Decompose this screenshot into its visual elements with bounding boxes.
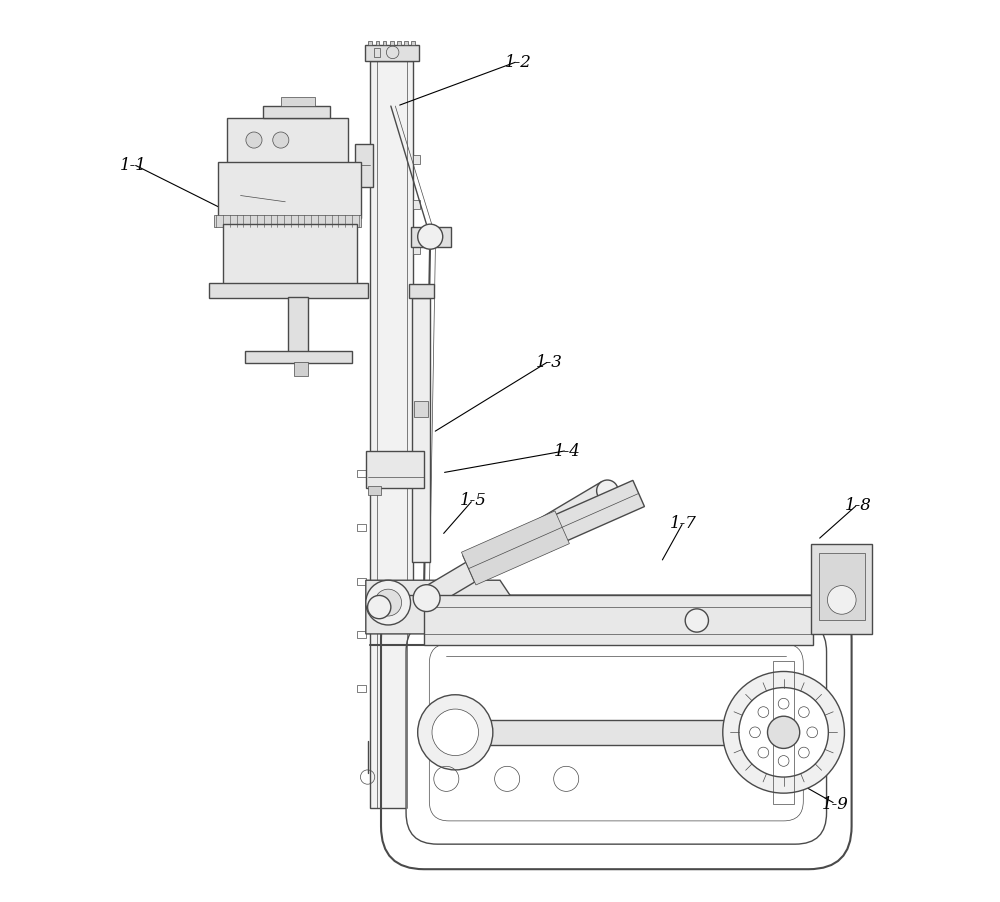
Polygon shape: [421, 482, 613, 608]
Polygon shape: [461, 511, 569, 585]
Bar: [357, 578, 366, 585]
Circle shape: [685, 609, 708, 632]
Text: 1-7: 1-7: [670, 514, 697, 531]
Bar: [209, 284, 368, 299]
Circle shape: [246, 133, 262, 149]
Bar: [357, 524, 366, 531]
Bar: [288, 298, 308, 353]
Bar: [365, 46, 419, 62]
Text: 1-6: 1-6: [563, 514, 589, 531]
Bar: [374, 49, 380, 58]
Bar: [383, 41, 386, 46]
FancyBboxPatch shape: [429, 644, 803, 821]
Bar: [366, 451, 424, 489]
FancyBboxPatch shape: [406, 621, 827, 844]
Text: 1-5: 1-5: [460, 492, 487, 509]
Bar: [390, 41, 394, 46]
Circle shape: [739, 688, 828, 778]
Bar: [449, 720, 784, 745]
Bar: [413, 156, 420, 165]
Bar: [357, 686, 366, 693]
Polygon shape: [366, 581, 518, 634]
Bar: [397, 41, 401, 46]
Circle shape: [366, 581, 411, 625]
Bar: [811, 545, 872, 634]
Circle shape: [432, 709, 479, 756]
Circle shape: [413, 585, 440, 612]
Circle shape: [597, 481, 618, 502]
Circle shape: [375, 590, 402, 616]
Bar: [370, 62, 413, 808]
Bar: [214, 216, 361, 227]
Bar: [368, 487, 381, 496]
Circle shape: [418, 695, 493, 770]
Bar: [409, 285, 434, 299]
Circle shape: [418, 225, 443, 250]
Bar: [355, 144, 373, 188]
Bar: [413, 201, 420, 209]
Bar: [263, 107, 330, 118]
Text: 1-4: 1-4: [554, 443, 581, 459]
Text: 1-2: 1-2: [504, 54, 531, 70]
Bar: [411, 41, 415, 46]
Bar: [368, 41, 372, 46]
Polygon shape: [463, 481, 644, 582]
Bar: [357, 631, 366, 639]
Bar: [424, 596, 813, 645]
Circle shape: [368, 596, 391, 619]
Bar: [223, 225, 357, 286]
Bar: [413, 245, 420, 254]
Text: 1-1: 1-1: [120, 157, 147, 173]
Bar: [245, 352, 352, 364]
Bar: [413, 335, 420, 344]
Text: 1-8: 1-8: [844, 496, 871, 513]
Bar: [414, 401, 428, 418]
Circle shape: [768, 716, 800, 749]
Bar: [404, 41, 408, 46]
Bar: [281, 98, 315, 107]
Text: 1-3: 1-3: [536, 354, 563, 370]
Circle shape: [273, 133, 289, 149]
Bar: [227, 118, 348, 165]
Circle shape: [723, 672, 844, 793]
Circle shape: [827, 586, 856, 614]
Bar: [218, 163, 361, 218]
Bar: [773, 661, 794, 804]
Bar: [412, 299, 430, 563]
Bar: [413, 290, 420, 299]
Bar: [357, 471, 366, 478]
Bar: [411, 227, 451, 247]
Bar: [376, 41, 379, 46]
Bar: [294, 363, 308, 377]
Text: 1-9: 1-9: [822, 796, 849, 813]
Bar: [819, 554, 865, 621]
